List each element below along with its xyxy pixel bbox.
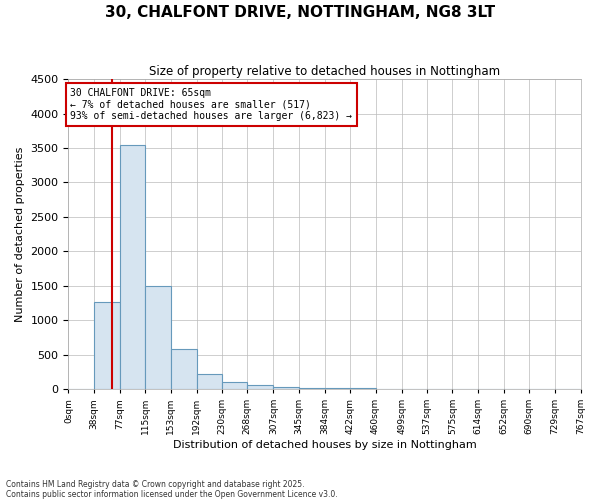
Bar — [170, 349, 197, 389]
Title: Size of property relative to detached houses in Nottingham: Size of property relative to detached ho… — [149, 65, 500, 78]
Bar — [350, 388, 376, 389]
X-axis label: Distribution of detached houses by size in Nottingham: Distribution of detached houses by size … — [173, 440, 476, 450]
Bar — [222, 382, 247, 389]
Text: Contains HM Land Registry data © Crown copyright and database right 2025.
Contai: Contains HM Land Registry data © Crown c… — [6, 480, 338, 499]
Text: 30 CHALFONT DRIVE: 65sqm
← 7% of detached houses are smaller (517)
93% of semi-d: 30 CHALFONT DRIVE: 65sqm ← 7% of detache… — [70, 88, 352, 122]
Bar — [274, 387, 299, 389]
Bar — [94, 302, 120, 389]
Bar — [120, 144, 145, 389]
Bar — [325, 388, 350, 389]
Bar — [145, 286, 170, 389]
Y-axis label: Number of detached properties: Number of detached properties — [15, 146, 25, 322]
Bar — [299, 388, 325, 389]
Bar — [247, 386, 274, 389]
Text: 30, CHALFONT DRIVE, NOTTINGHAM, NG8 3LT: 30, CHALFONT DRIVE, NOTTINGHAM, NG8 3LT — [105, 5, 495, 20]
Bar — [197, 374, 222, 389]
